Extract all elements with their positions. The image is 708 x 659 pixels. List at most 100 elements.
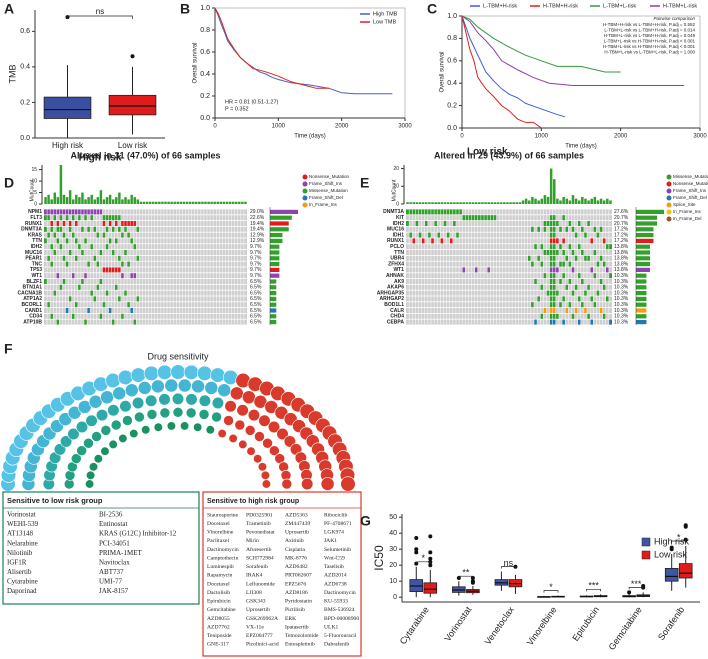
mutcount-bar [167,201,170,204]
drug-name: WEHI-539 [7,520,39,528]
arc-dot [145,394,158,407]
arc-dot [246,446,256,456]
mutation-cell [53,215,57,221]
drug-name: JAK-8157 [99,587,129,595]
mutation-cell [44,215,48,221]
mutation-cell [406,209,410,215]
drug-name: Picolinici-acid [246,642,279,648]
gene-label: KIT [396,215,404,221]
gene-label: DNMT3A [21,227,42,233]
mutcount-bar [62,194,66,204]
mutation-cell [74,238,78,244]
mutation-cell [50,244,54,250]
mutation-cell [418,232,422,238]
y-tick-label: 15 [31,167,37,173]
mutation-cell [53,290,57,296]
mutation-cell [549,244,553,250]
mutation-cell [102,232,106,238]
arc-dot [130,367,146,383]
annotation: ns [96,7,104,16]
mutation-cell [117,296,121,302]
mutation-cell [427,232,431,238]
mutation-cell [477,215,481,221]
mutation-cell [130,221,134,226]
mutation-cell [59,209,63,215]
mutcount-bar [606,198,609,204]
gene-label: IDH2 [31,244,43,250]
gene-bar [636,250,650,255]
mutation-cell [415,221,419,226]
mutation-cell [608,319,612,325]
mutation-cell [490,215,494,221]
pct-label: 20.7% [614,221,629,227]
mutation-cell [543,226,547,232]
gene-bar [636,285,647,290]
mutcount-bar [111,199,115,204]
mutation-cell [599,255,603,261]
gene-bar [270,279,277,284]
drug-name: AT13148 [7,530,34,538]
x-tick-label: 1000 [535,134,549,140]
pct-label: 12.9% [250,238,265,244]
arc-dot [211,396,225,410]
outlier [669,545,674,550]
mutcount-bar [431,202,434,204]
mutation-cell [484,215,488,221]
mutation-cell [462,267,466,273]
mutation-cell [552,267,556,273]
arc-dot [228,433,238,444]
significance-bracket [586,588,601,592]
drug-name: IGF1R [7,558,27,566]
mutation-cell [108,308,112,313]
legend-label: In_Frame_Ins [673,209,702,214]
gene-label: ATP1A2 [23,296,42,302]
mutation-cell [90,215,94,221]
legend-swatch [666,202,672,208]
gene-bar [270,244,280,249]
arc-dot [210,367,226,383]
mutation-cell [62,209,66,215]
mutation-cell [583,255,588,261]
mutation-cell [99,313,103,319]
gene-label: WT1 [31,273,42,279]
gene-label: WT1 [393,267,404,273]
gene-bar [270,320,277,325]
mutation-cell [47,255,51,261]
mutcount-bar [574,198,578,204]
mutation-cell [127,232,131,238]
mutation-cell [533,319,538,325]
mutcount-bar [198,201,201,204]
arc-dot [93,454,103,464]
gene-label: MUC16 [25,250,42,256]
mutation-cell [44,209,48,215]
mutation-cell [608,244,612,250]
arc-dot [198,409,210,420]
gene-bar [636,296,647,301]
legend-label: In_Frame_Del [673,216,702,221]
mutation-cell [114,221,118,226]
legend-label: Missense_Mutation [309,188,348,193]
outlier [414,547,419,552]
mutation-cell [90,244,94,250]
box [423,582,438,594]
mutation-cell [409,209,413,215]
gene-label: BCORL1 [21,302,42,308]
gene-bar [270,308,277,313]
arc-dot [281,478,293,490]
mutcount-bar [499,202,503,204]
mutation-cell [546,290,550,296]
mutation-cell [409,232,413,238]
mutcount-bar [108,194,112,204]
drug-name: Afuresertib [246,546,272,553]
arc-dot [67,427,80,441]
mutation-cell [568,261,572,267]
mutation-cell [65,238,69,244]
drug-name: Vinorelbine [207,530,234,536]
mutcount-bar [127,199,130,204]
survival-curve [214,7,393,95]
mutation-cell [102,267,106,273]
legend-label: Nonsense_Mutation [673,181,708,186]
legend-label: Low TMB [373,19,396,25]
panel-letter: F [4,341,13,357]
arc-dot [180,421,190,431]
